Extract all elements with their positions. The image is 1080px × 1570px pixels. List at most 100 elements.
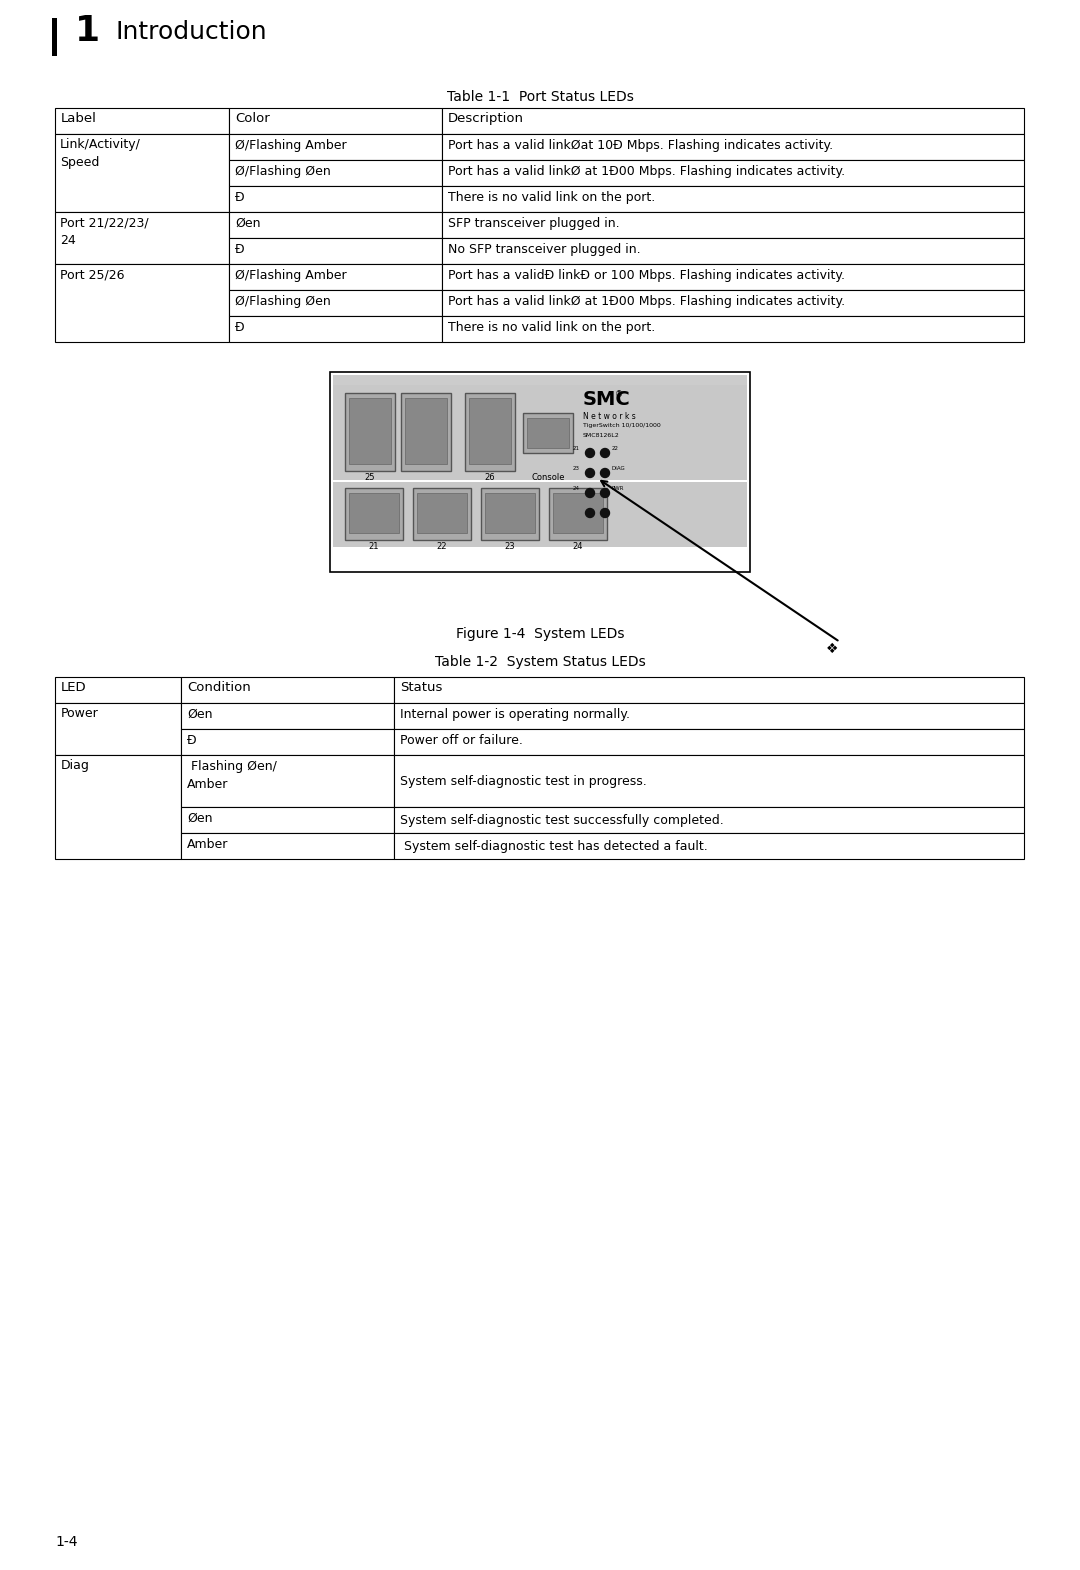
Circle shape <box>600 449 609 457</box>
Circle shape <box>600 509 609 518</box>
Text: Ø/Flashing Øen: Ø/Flashing Øen <box>235 295 330 308</box>
Text: Introduction: Introduction <box>114 20 267 44</box>
Bar <box>55 133 229 212</box>
Bar <box>229 133 442 160</box>
Text: 24: 24 <box>572 542 583 551</box>
Text: Amber: Amber <box>187 838 228 851</box>
Circle shape <box>585 449 594 457</box>
Bar <box>52 17 57 57</box>
Text: 21: 21 <box>573 446 580 451</box>
Bar <box>330 372 750 571</box>
Circle shape <box>585 468 594 477</box>
Text: Ð: Ð <box>187 735 197 747</box>
Circle shape <box>585 488 594 498</box>
Bar <box>55 264 229 342</box>
Bar <box>442 290 1024 316</box>
Text: 22: 22 <box>612 446 619 451</box>
Bar <box>394 834 1024 859</box>
Text: Ø/Flashing Amber: Ø/Flashing Amber <box>235 268 347 283</box>
Bar <box>469 399 511 465</box>
Bar <box>549 488 607 540</box>
Text: 21: 21 <box>368 542 379 551</box>
Bar <box>229 316 442 342</box>
Bar <box>345 392 395 471</box>
Bar <box>181 703 394 728</box>
Text: Power off or failure.: Power off or failure. <box>400 735 523 747</box>
Bar <box>394 728 1024 755</box>
Bar <box>394 703 1024 728</box>
Text: Color: Color <box>235 111 270 126</box>
Bar <box>465 392 515 471</box>
Circle shape <box>600 488 609 498</box>
Text: 23: 23 <box>573 466 580 471</box>
Bar <box>394 807 1024 834</box>
Bar <box>181 677 394 703</box>
Text: SMC8126L2: SMC8126L2 <box>583 433 620 438</box>
Bar <box>229 264 442 290</box>
Bar <box>229 160 442 185</box>
Text: Ø/Flashing Amber: Ø/Flashing Amber <box>235 140 347 152</box>
Bar <box>55 703 181 755</box>
Text: Figure 1-4  System LEDs: Figure 1-4 System LEDs <box>456 626 624 641</box>
Bar <box>55 108 229 133</box>
Text: Øen: Øen <box>235 217 260 229</box>
Text: Ð: Ð <box>235 243 245 256</box>
Text: 24: 24 <box>573 487 580 491</box>
Bar <box>442 108 1024 133</box>
Bar <box>442 264 1024 290</box>
Text: Diag: Diag <box>60 758 90 772</box>
Bar <box>229 290 442 316</box>
Text: Condition: Condition <box>187 681 251 694</box>
Text: Port has a valid linkØat 10Ð Mbps. Flashing indicates activity.: Port has a valid linkØat 10Ð Mbps. Flash… <box>448 140 833 152</box>
Text: N e t w o r k s: N e t w o r k s <box>583 411 636 421</box>
Bar <box>229 212 442 239</box>
Bar <box>401 392 451 471</box>
Text: Status: Status <box>400 681 443 694</box>
Text: Table 1-2  System Status LEDs: Table 1-2 System Status LEDs <box>434 655 646 669</box>
Text: 22: 22 <box>436 542 447 551</box>
Bar <box>229 108 442 133</box>
Text: System self-diagnostic test has detected a fault.: System self-diagnostic test has detected… <box>400 840 707 853</box>
Bar <box>181 834 394 859</box>
Bar <box>55 212 229 264</box>
Text: 1-4: 1-4 <box>55 1535 78 1550</box>
Text: SMC: SMC <box>583 389 631 410</box>
Text: Øen: Øen <box>187 708 213 721</box>
Text: Port 21/22/23/
24: Port 21/22/23/ 24 <box>60 217 149 246</box>
Bar <box>333 482 747 546</box>
Bar <box>333 375 747 385</box>
Bar <box>405 399 447 465</box>
Text: There is no valid link on the port.: There is no valid link on the port. <box>448 320 656 334</box>
Text: Power: Power <box>60 706 98 721</box>
Text: Console: Console <box>531 473 565 482</box>
Text: Øen: Øen <box>187 812 213 824</box>
Bar <box>553 493 603 532</box>
Bar <box>181 755 394 807</box>
Text: Port 25/26: Port 25/26 <box>60 268 124 281</box>
Text: Ð: Ð <box>235 192 245 204</box>
Text: System self-diagnostic test successfully completed.: System self-diagnostic test successfully… <box>400 813 724 827</box>
Text: SFP transceiver plugged in.: SFP transceiver plugged in. <box>448 217 620 229</box>
Bar <box>181 807 394 834</box>
Bar <box>55 677 181 703</box>
Text: Link/Activity/
Speed: Link/Activity/ Speed <box>60 138 140 170</box>
Text: 23: 23 <box>504 542 515 551</box>
Bar <box>394 755 1024 807</box>
Bar <box>413 488 471 540</box>
Text: There is no valid link on the port.: There is no valid link on the port. <box>448 192 656 204</box>
Circle shape <box>585 509 594 518</box>
Bar <box>181 728 394 755</box>
Text: DIAG: DIAG <box>612 466 625 471</box>
Text: Flashing Øen/
Amber: Flashing Øen/ Amber <box>187 760 276 791</box>
Bar <box>349 399 391 465</box>
Bar <box>349 493 399 532</box>
Text: Description: Description <box>448 111 524 126</box>
Text: Label: Label <box>60 111 97 126</box>
Text: Table 1-1  Port Status LEDs: Table 1-1 Port Status LEDs <box>446 89 634 104</box>
Bar <box>442 239 1024 264</box>
Bar <box>394 677 1024 703</box>
Text: Port has a valid linkØ at 1Ð00 Mbps. Flashing indicates activity.: Port has a valid linkØ at 1Ð00 Mbps. Fla… <box>448 165 846 177</box>
Bar <box>442 133 1024 160</box>
Text: LED: LED <box>60 681 86 694</box>
Bar <box>442 212 1024 239</box>
